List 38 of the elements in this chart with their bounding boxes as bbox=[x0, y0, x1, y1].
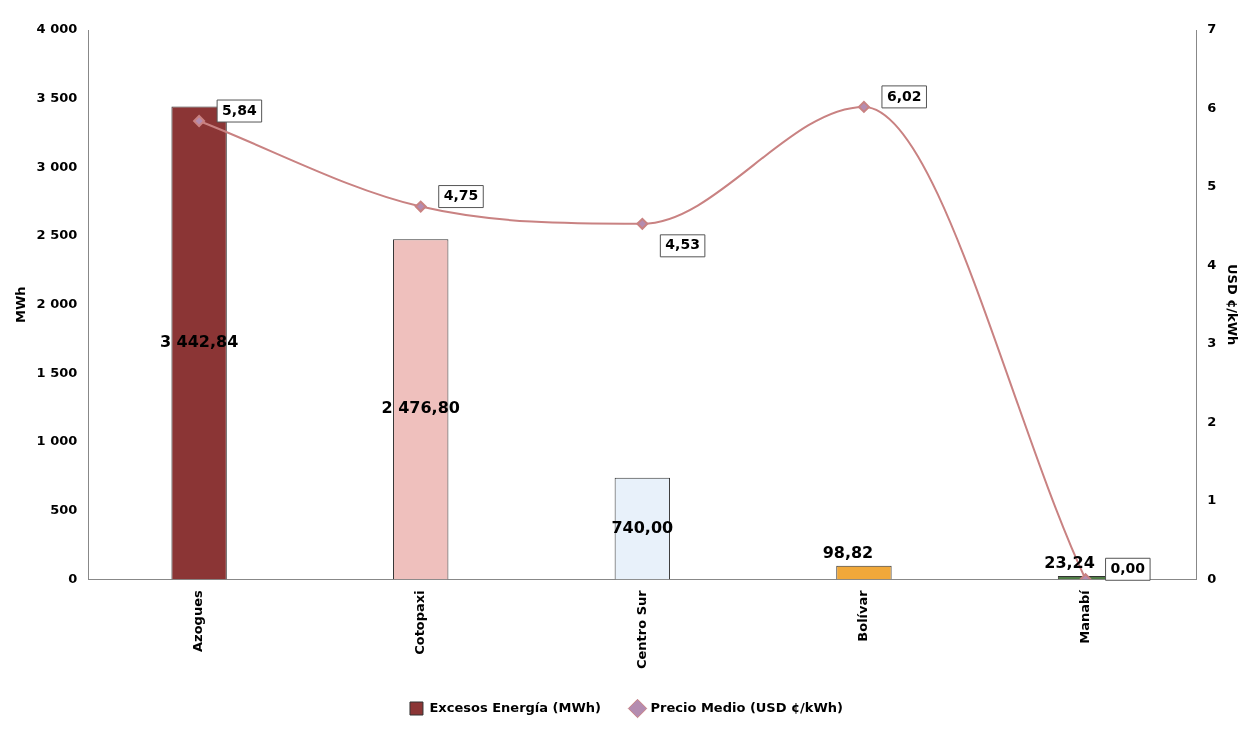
y2-tick-label: 6 bbox=[1207, 99, 1217, 115]
x-tick-label: Cotopaxi bbox=[412, 590, 428, 655]
data-label: 23,24 bbox=[1044, 553, 1095, 573]
y2-axis-title: USD ¢/kWh bbox=[1224, 264, 1240, 346]
point bbox=[193, 115, 206, 128]
y-tick-label: 4 000 bbox=[36, 21, 78, 37]
y2-tick-label: 7 bbox=[1207, 21, 1217, 37]
y-tick-label: 0 bbox=[68, 570, 78, 586]
data-label: 6,02 bbox=[886, 87, 922, 104]
y-tick-label: 2 000 bbox=[36, 296, 78, 312]
legend-label: Precio Medio (USD ¢/kWh) bbox=[650, 699, 844, 715]
point bbox=[857, 100, 870, 113]
data-label: 2 476,80 bbox=[381, 398, 460, 418]
y-tick-label: 1 500 bbox=[36, 364, 78, 380]
y2-tick-label: 1 bbox=[1207, 492, 1217, 508]
y-tick-label: 500 bbox=[50, 501, 78, 517]
data-label: 5,84 bbox=[222, 101, 257, 118]
x-tick-label: Azogues bbox=[190, 590, 206, 652]
y2-tick-label: 4 bbox=[1207, 256, 1217, 272]
data-label: 0,00 bbox=[1110, 559, 1146, 576]
y-tick-label: 3 500 bbox=[36, 90, 78, 106]
data-label: 98,82 bbox=[822, 542, 874, 562]
y-tick-label: 1 000 bbox=[36, 433, 78, 449]
x-tick-label: Centro Sur bbox=[633, 589, 649, 670]
y2-tick-label: 2 bbox=[1207, 413, 1217, 429]
x-tick-label: Bolívar bbox=[855, 589, 871, 642]
y2-tick-label: 3 bbox=[1207, 335, 1217, 351]
y2-tick-label: 0 bbox=[1207, 570, 1217, 586]
point bbox=[636, 217, 649, 230]
y-tick-label: 2 500 bbox=[36, 227, 78, 243]
data-label: 4,53 bbox=[665, 236, 700, 253]
legend-label: Excesos Energía (MWh) bbox=[429, 699, 602, 715]
x-tick-label: Manabí bbox=[1076, 588, 1092, 644]
y-tick-label: 3 000 bbox=[36, 158, 78, 174]
y2-tick-label: 5 bbox=[1207, 178, 1217, 194]
y-axis-title: MWh bbox=[13, 286, 29, 323]
data-label: 4,75 bbox=[443, 187, 479, 204]
point bbox=[414, 200, 427, 213]
